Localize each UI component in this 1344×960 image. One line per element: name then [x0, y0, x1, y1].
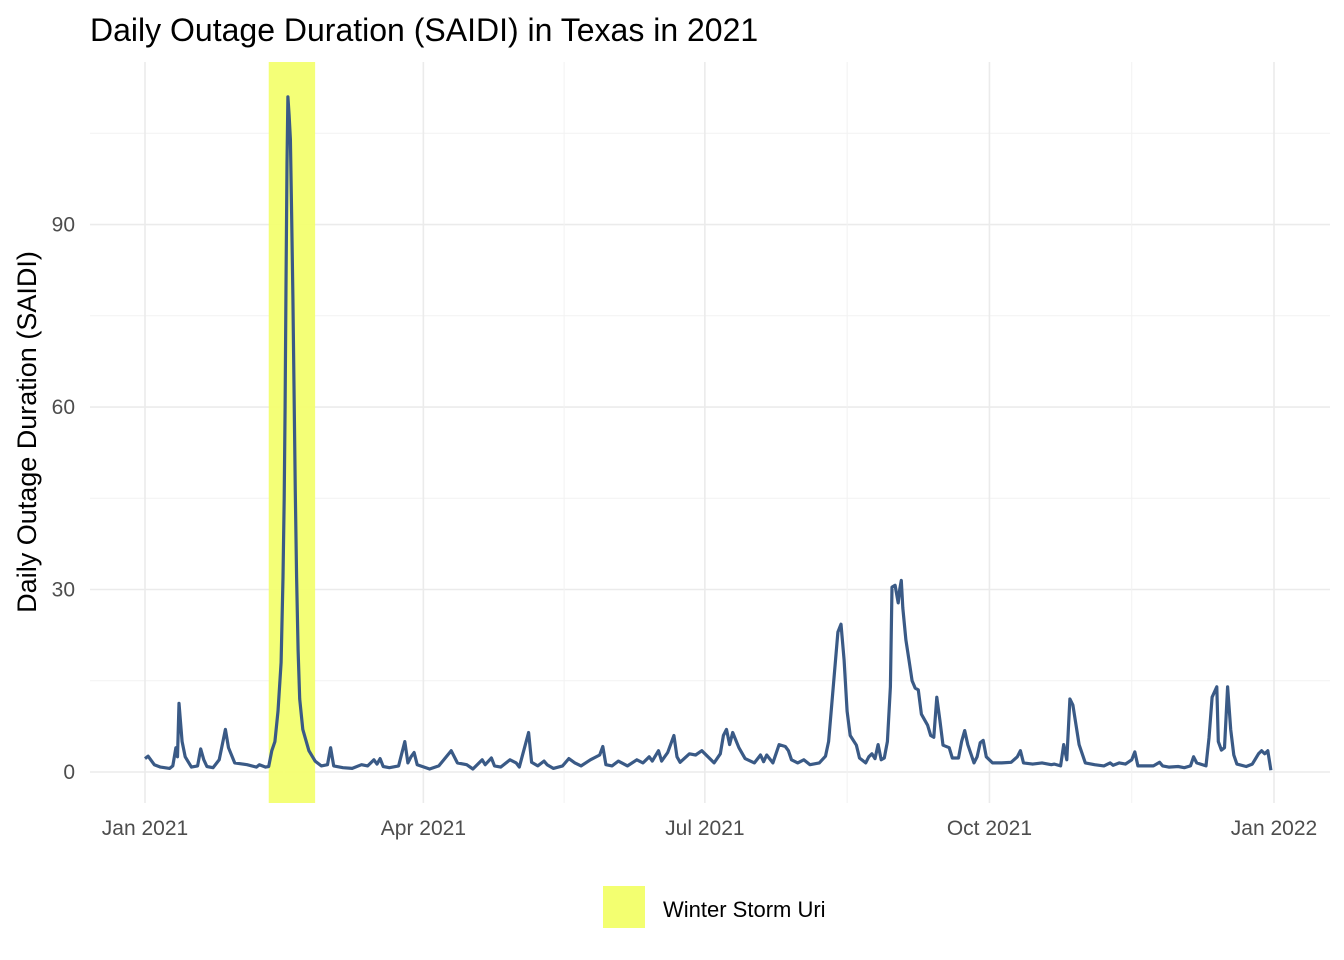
x-axis-ticks: Jan 2021 Apr 2021 Jul 2021 Oct 2021 Jan 2022: [102, 817, 1317, 840]
y-tick-label: 90: [52, 214, 75, 237]
y-tick-label: 60: [52, 396, 75, 419]
legend: Winter Storm Uri: [603, 886, 826, 928]
x-tick-label: Jan 2021: [102, 817, 188, 840]
y-tick-label: 0: [63, 761, 75, 784]
chart-title: Daily Outage Duration (SAIDI) in Texas i…: [90, 12, 758, 48]
x-tick-label: Apr 2021: [381, 817, 466, 840]
legend-swatch: [603, 886, 645, 928]
legend-label: Winter Storm Uri: [663, 897, 826, 922]
y-axis-label: Daily Outage Duration (SAIDI): [12, 251, 42, 613]
series-line: [144, 95, 1273, 771]
x-tick-label: Jul 2021: [665, 817, 744, 840]
x-tick-label: Oct 2021: [947, 817, 1032, 840]
x-tick-label: Jan 2022: [1231, 817, 1317, 840]
y-tick-label: 30: [52, 579, 75, 602]
y-axis-ticks: 0 30 60 90: [52, 214, 75, 784]
